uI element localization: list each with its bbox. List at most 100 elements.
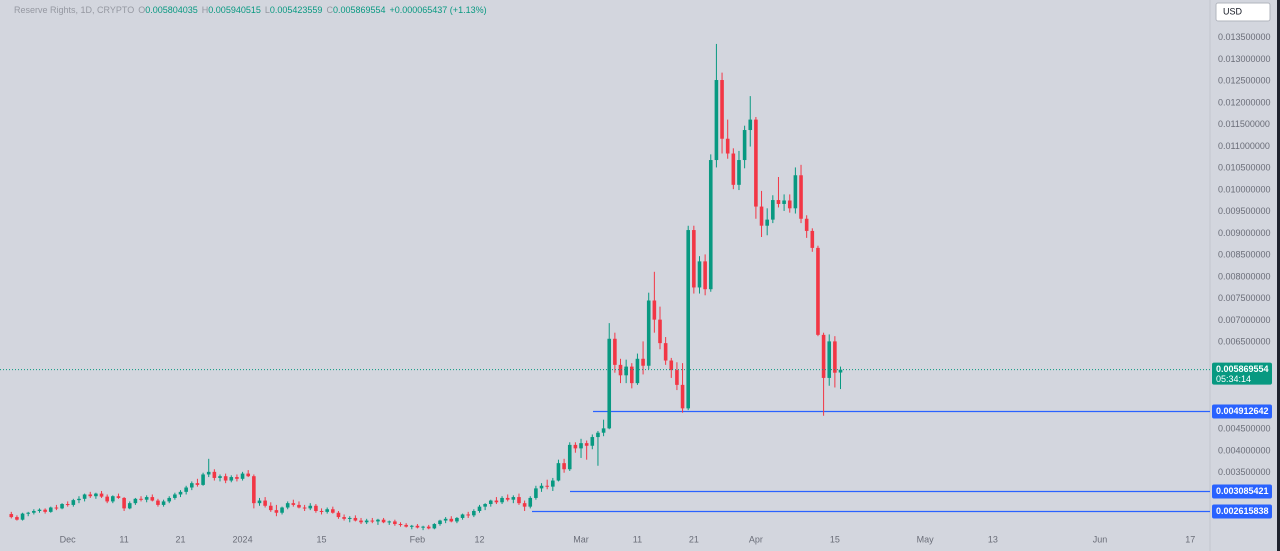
candle-body xyxy=(150,497,155,501)
candle-body xyxy=(139,498,143,500)
symbol: Reserve Rights, 1D, CRYPTO xyxy=(14,5,134,15)
candle-body xyxy=(596,432,600,438)
candle-body xyxy=(483,504,487,507)
ohlc-value: 0.005869554 xyxy=(333,5,386,15)
header: Reserve Rights, 1D, CRYPTO O0.005804035 H0… xyxy=(14,5,487,15)
candle-body xyxy=(787,200,792,209)
candle-body xyxy=(206,471,211,475)
candle-body xyxy=(652,300,657,320)
candle-body xyxy=(714,80,719,161)
candle-body xyxy=(613,338,617,365)
candle-body xyxy=(754,119,758,207)
x-tick-label: 15 xyxy=(830,534,840,544)
candle-body xyxy=(347,517,352,519)
candle-body xyxy=(821,334,826,378)
candle-body xyxy=(178,491,183,495)
candle-body xyxy=(127,503,132,509)
candle-body xyxy=(624,366,628,376)
candle-body xyxy=(20,513,25,520)
candle-body xyxy=(675,370,679,385)
last-price-box xyxy=(1212,362,1272,385)
candle-body xyxy=(223,476,228,481)
candle-body xyxy=(816,247,820,335)
candle-body xyxy=(460,514,465,518)
candle-body xyxy=(48,507,53,512)
candle-body xyxy=(680,384,685,409)
candle-body xyxy=(60,504,64,509)
ohlc-value: 0.005804035 xyxy=(145,5,198,15)
candle-body xyxy=(370,520,375,522)
candle-body xyxy=(246,473,251,477)
candle-body xyxy=(810,230,815,248)
candle-body xyxy=(144,497,149,500)
candle-body xyxy=(804,218,809,231)
candle-body xyxy=(567,444,572,470)
candle-body xyxy=(522,503,527,507)
candle-body xyxy=(257,500,262,504)
candle-body xyxy=(297,504,301,508)
candle-body xyxy=(268,505,273,511)
candle-body xyxy=(161,501,166,505)
candle-body xyxy=(607,338,612,429)
candle-body xyxy=(398,524,403,526)
x-tick-label: 13 xyxy=(988,534,998,544)
candle-body xyxy=(793,175,798,209)
x-tick-label: 2024 xyxy=(233,534,253,544)
candle-body xyxy=(601,428,606,433)
x-tick-label: 21 xyxy=(176,534,186,544)
candle-body xyxy=(545,485,549,487)
candle-body xyxy=(167,497,172,502)
candle-body xyxy=(692,230,696,288)
candle-body xyxy=(189,483,194,488)
candle-body xyxy=(584,443,589,446)
candle-body xyxy=(274,510,279,513)
candle-body xyxy=(15,517,19,520)
candle-body xyxy=(590,437,595,446)
candle-body xyxy=(229,477,234,481)
currency-button[interactable] xyxy=(1215,2,1271,22)
candle-body xyxy=(201,474,205,485)
y-tick-label: 0.012500000 xyxy=(1218,76,1271,86)
y-tick-label: 0.004000000 xyxy=(1218,445,1271,455)
countdown: 05:34:14 xyxy=(1216,374,1251,384)
candle-body xyxy=(71,500,76,505)
candle-body xyxy=(494,500,499,503)
candle-body xyxy=(65,504,70,506)
candle-body xyxy=(505,497,510,500)
candle-body xyxy=(737,160,741,185)
candle-body xyxy=(99,493,104,497)
candle-body xyxy=(156,500,160,505)
candle-body xyxy=(697,261,702,288)
candle-body xyxy=(799,175,803,219)
y-tick-label: 0.008000000 xyxy=(1218,271,1271,281)
candle-body xyxy=(319,510,324,512)
candle-body xyxy=(833,341,837,373)
y-tick-label: 0.012000000 xyxy=(1218,97,1271,107)
x-tick-label: 17 xyxy=(1185,534,1195,544)
symbol-info: Reserve Rights, 1D, CRYPTO O0.005804035 H0… xyxy=(14,5,487,15)
candle-body xyxy=(466,514,471,516)
candle-body xyxy=(212,471,217,478)
candle-body xyxy=(771,200,775,220)
candle-body xyxy=(838,369,843,373)
candle-body xyxy=(658,319,662,344)
candle-body xyxy=(280,507,284,513)
candle-body xyxy=(477,506,482,511)
x-tick-label: 11 xyxy=(119,534,128,544)
candle-body xyxy=(393,521,397,525)
candle-body xyxy=(511,497,516,500)
candle-body xyxy=(556,463,561,481)
candle-body xyxy=(291,503,296,505)
ohlc-label: O xyxy=(138,5,145,15)
x-tick-label: Jun xyxy=(1093,534,1108,544)
candle-body xyxy=(534,488,538,498)
candle-body xyxy=(443,518,448,521)
candle-body xyxy=(252,476,256,504)
candle-body xyxy=(646,300,651,366)
candle-body xyxy=(94,493,98,497)
ohlc-value: 0.005423559 xyxy=(270,5,323,15)
x-tick-label: 12 xyxy=(474,534,484,544)
candle-body xyxy=(77,498,81,501)
